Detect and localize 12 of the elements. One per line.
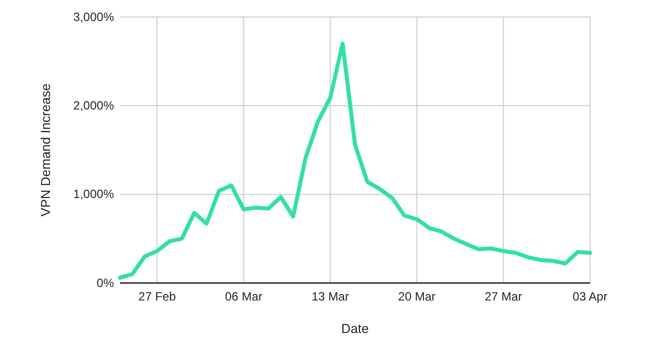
y-tick-label: 2,000% bbox=[73, 98, 114, 113]
x-tick-label: 06 Mar bbox=[225, 290, 262, 304]
x-tick-label: 27 Mar bbox=[484, 290, 522, 304]
x-tick-label: 13 Mar bbox=[312, 290, 349, 304]
x-tick-label: 27 Feb bbox=[138, 290, 176, 304]
y-tick-label: 3,000% bbox=[73, 10, 114, 24]
y-axis-title: VPN Demand Increase bbox=[38, 84, 53, 216]
x-tick-label: 03 Apr bbox=[572, 290, 608, 304]
x-tick-label: 20 Mar bbox=[398, 290, 436, 304]
y-tick-label: 1,000% bbox=[73, 187, 114, 202]
x-axis-title: Date bbox=[341, 321, 369, 336]
y-tick-label: 0% bbox=[96, 276, 114, 290]
